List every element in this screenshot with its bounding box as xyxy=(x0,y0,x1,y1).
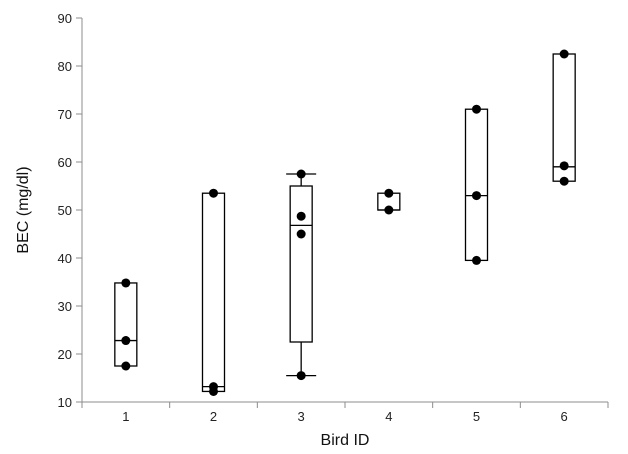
y-axis-title: BEC (mg/dl) xyxy=(15,166,32,253)
y-tick-label: 10 xyxy=(58,395,72,410)
y-tick-label: 80 xyxy=(58,59,72,74)
y-tick-label: 50 xyxy=(58,203,72,218)
x-tick-label: 1 xyxy=(122,409,129,424)
y-tick-label: 70 xyxy=(58,107,72,122)
data-point xyxy=(559,161,569,171)
data-point xyxy=(296,211,306,221)
box-5 xyxy=(464,104,489,265)
box-1 xyxy=(114,278,138,371)
x-tick-label: 3 xyxy=(298,409,305,424)
data-point xyxy=(472,104,481,114)
box-rect xyxy=(289,185,313,343)
data-point xyxy=(296,371,306,381)
data-point xyxy=(559,176,569,186)
y-axis-ticks: 10 20 30 40 50 60 70 80 90 xyxy=(58,11,82,410)
box-4 xyxy=(377,188,401,215)
x-tick-label: 6 xyxy=(561,409,568,424)
y-tick-label: 30 xyxy=(58,299,72,314)
box-rect xyxy=(464,108,489,262)
data-point xyxy=(296,169,306,179)
box-3 xyxy=(286,169,317,381)
x-axis-title: Bird ID xyxy=(321,432,370,449)
y-tick-label: 60 xyxy=(58,155,72,170)
axes xyxy=(81,18,608,403)
data-point xyxy=(121,336,131,346)
y-tick-label: 90 xyxy=(58,11,72,26)
y-tick-label: 40 xyxy=(58,251,72,266)
data-point xyxy=(384,188,394,198)
box-series xyxy=(114,49,576,396)
data-point xyxy=(121,361,131,371)
data-point xyxy=(384,205,394,215)
data-point xyxy=(121,278,131,288)
data-point xyxy=(296,229,306,239)
box-rect xyxy=(201,192,226,393)
x-tick-label: 5 xyxy=(473,409,480,424)
data-point xyxy=(472,191,481,201)
box-2 xyxy=(201,188,226,396)
y-tick-label: 20 xyxy=(58,347,72,362)
box-rect xyxy=(114,282,138,367)
box-6 xyxy=(552,49,576,186)
x-axis-ticks: 1 2 3 4 5 6 xyxy=(81,402,609,424)
x-tick-label: 4 xyxy=(385,409,392,424)
data-point xyxy=(472,255,481,265)
data-point xyxy=(209,188,218,198)
data-point xyxy=(209,386,218,396)
x-tick-label: 2 xyxy=(210,409,217,424)
data-point xyxy=(559,49,569,59)
